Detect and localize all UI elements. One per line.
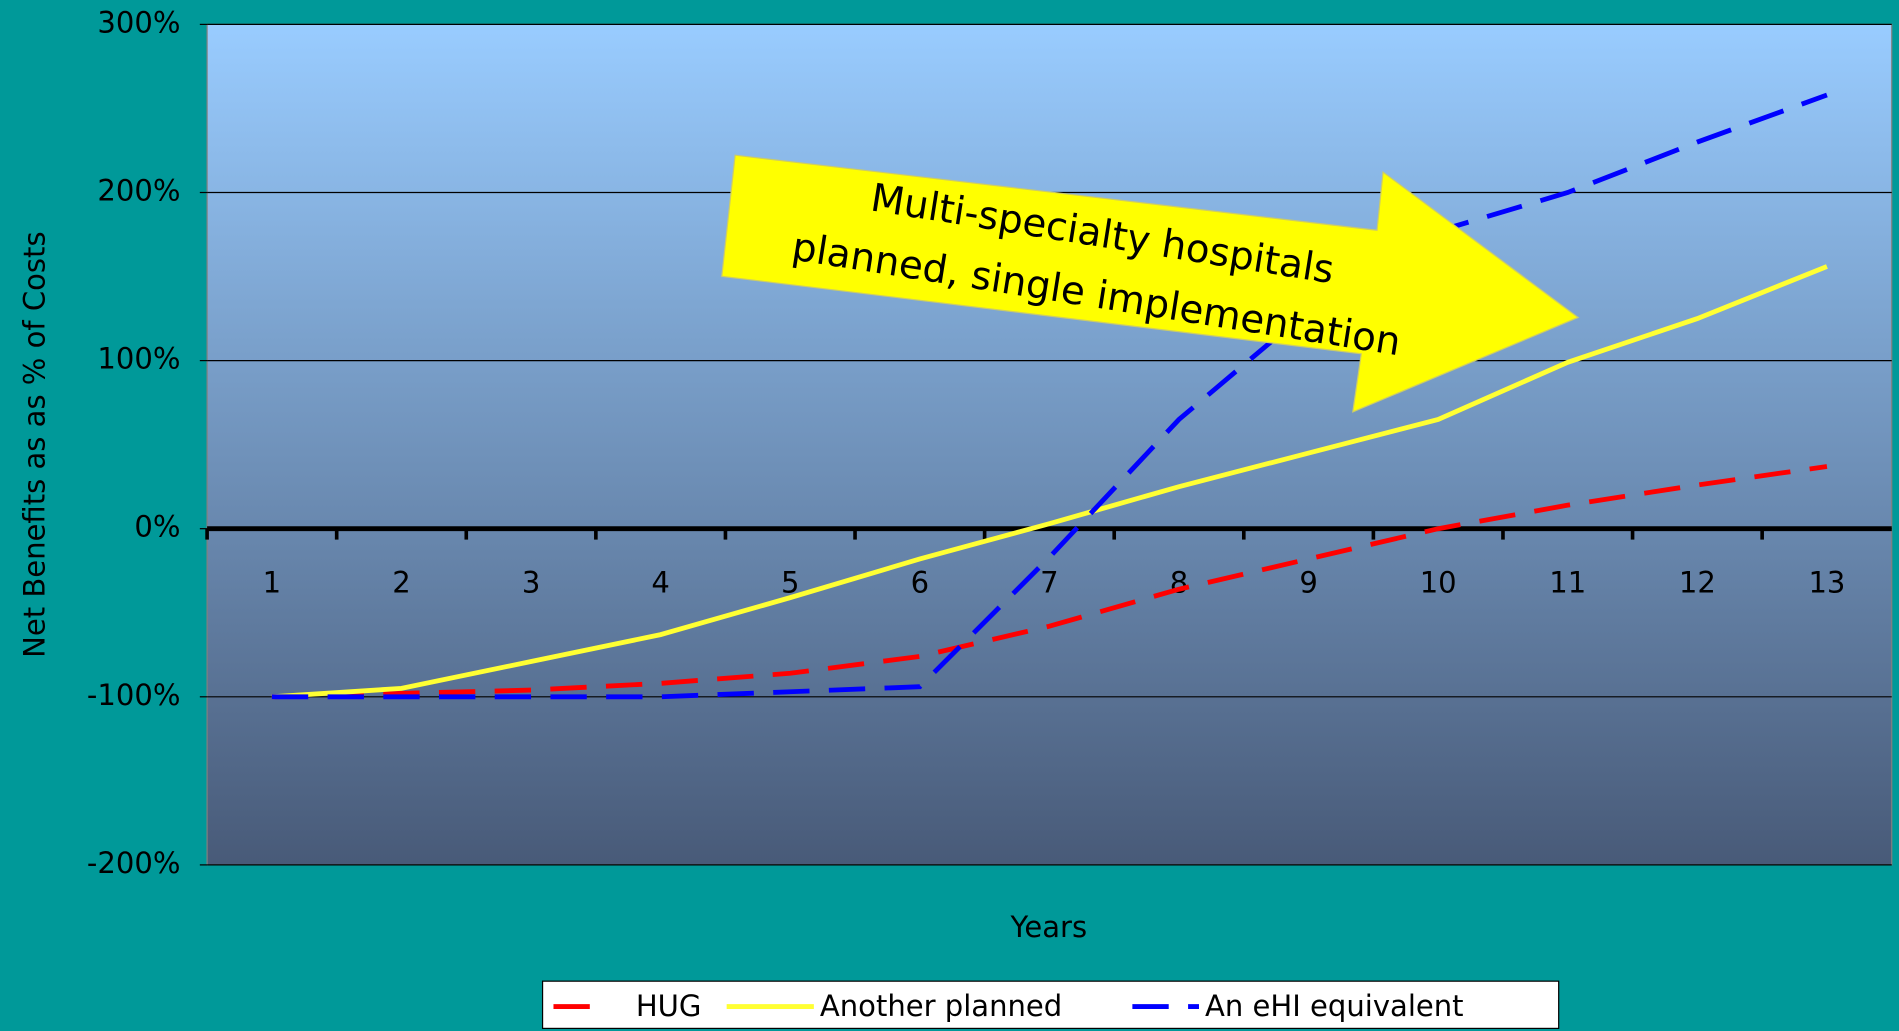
y-tick-label: -200% xyxy=(87,846,181,880)
x-tick-label: 4 xyxy=(651,565,669,599)
x-tick-label: 1 xyxy=(263,565,281,599)
x-tick-label: 7 xyxy=(1040,565,1058,599)
plot-area xyxy=(206,23,1893,866)
x-tick-label: 12 xyxy=(1679,565,1716,599)
legend-box xyxy=(541,980,1560,1030)
x-tick-label: 5 xyxy=(781,565,799,599)
y-tick-label: 300% xyxy=(97,5,180,39)
x-tick-label: 6 xyxy=(911,565,929,599)
lines xyxy=(271,92,1828,700)
x-tick-label: 3 xyxy=(522,565,540,599)
series-line xyxy=(271,464,1828,700)
y-tick-label: 200% xyxy=(97,174,180,208)
x-axis-label: Years xyxy=(1009,910,1087,944)
series-line xyxy=(271,92,1828,700)
x-tick-label: 10 xyxy=(1420,565,1457,599)
y-tick-label: 0% xyxy=(134,510,180,544)
x-tick-label: 13 xyxy=(1808,565,1845,599)
legend: HUG Another planned An eHI equivalent xyxy=(541,980,1560,1030)
y-tick-label: 100% xyxy=(97,342,180,376)
legend-label: HUG xyxy=(636,989,702,1023)
y-tick-label: -100% xyxy=(87,678,181,712)
x-tick-label: 11 xyxy=(1549,565,1586,599)
series-line xyxy=(271,264,1828,700)
y-axis-label: Net Benefits as as % of Costs xyxy=(17,231,51,657)
legend-label: Another planned xyxy=(820,989,1062,1023)
x-tick-label: 8 xyxy=(1170,565,1188,599)
x-tick-label: 9 xyxy=(1299,565,1317,599)
axes: -200%-100%0%100%200%300%1 2 3 4 5 6 7 8 9 10 11 12 1… xyxy=(87,5,1892,880)
x-tick-label: 2 xyxy=(392,565,410,599)
annotation-arrow xyxy=(721,154,1580,413)
legend-label: An eHI equivalent xyxy=(1205,989,1464,1023)
